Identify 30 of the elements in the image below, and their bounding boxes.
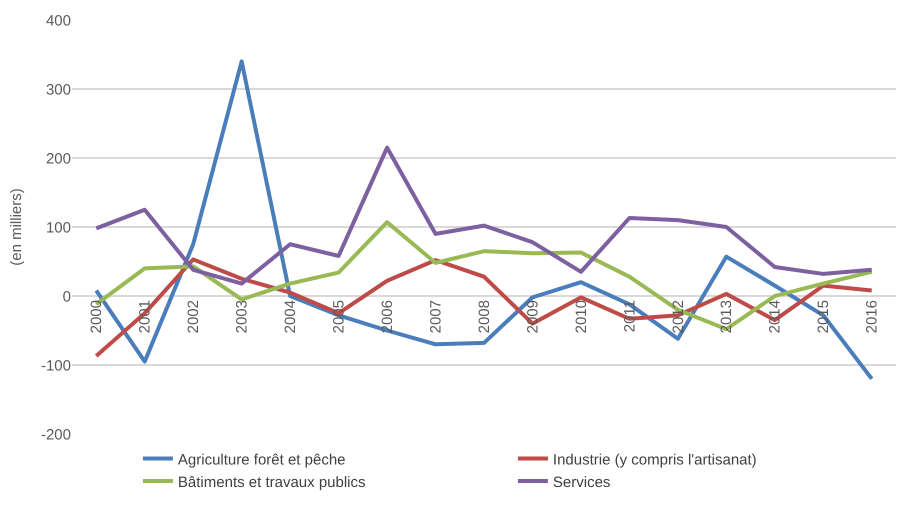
y-tick-label: 300 (46, 81, 71, 98)
x-tick-label: 2000 (88, 300, 106, 334)
x-tick-label: 2011 (621, 300, 638, 332)
x-tick-label: 2016 (864, 300, 881, 334)
y-tick-label: 100 (46, 219, 71, 236)
x-tick-label: 2005 (330, 300, 348, 334)
legend-label: Industrie (y compris l'artisanat) (552, 451, 757, 468)
x-tick-label: 2002 (185, 300, 202, 334)
legend-label: Bâtiments et travaux publics (178, 474, 366, 491)
x-tick-label: 2014 (766, 300, 784, 334)
x-tick-label: 2009 (524, 300, 542, 334)
legend-label: Agriculture forêt et pêche (178, 451, 346, 468)
y-tick-label: -100 (40, 357, 71, 374)
x-tick-label: 2010 (572, 300, 590, 334)
y-axis-title: (en milliers) (8, 188, 26, 266)
legend-label: Services (552, 474, 610, 491)
x-tick-label: 2012 (670, 300, 687, 334)
y-tick-label: 400 (46, 12, 71, 30)
x-tick-label: 2013 (718, 300, 736, 334)
x-tick-label: 2001 (136, 300, 154, 334)
x-tick-label: 2006 (378, 300, 396, 334)
x-tick-label: 2008 (476, 300, 493, 334)
x-tick-label: 2015 (815, 300, 832, 334)
y-tick-label: 0 (62, 288, 71, 306)
y-tick-label: -200 (40, 426, 71, 444)
x-tick-label: 2007 (427, 300, 444, 334)
y-tick-label: 200 (46, 150, 71, 168)
line-series (94, 146, 874, 286)
x-tick-label: 2003 (234, 300, 251, 334)
x-tick-label: 2004 (282, 300, 299, 334)
